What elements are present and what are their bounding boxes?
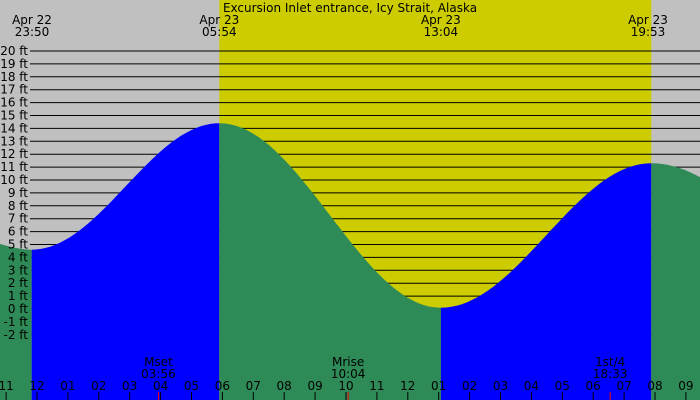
x-axis-labels: 11 12 01 02 03 04 05 06 07 08 09 10 11 12 01 02 03 04 05 06… bbox=[0, 379, 694, 400]
y-tick-label: 6 ft bbox=[8, 225, 28, 239]
hour-label: 06 bbox=[586, 379, 601, 393]
falling-tide-segment bbox=[0, 243, 32, 400]
hour-label: 07 bbox=[246, 379, 261, 393]
hour-label: 11 bbox=[0, 379, 14, 393]
hour-label: 01 bbox=[60, 379, 75, 393]
y-tick-label: 17 ft bbox=[0, 83, 28, 97]
y-tick-label: 11 ft bbox=[0, 160, 28, 174]
hour-label: 10 bbox=[338, 379, 353, 393]
y-tick-label: 14 ft bbox=[0, 121, 28, 135]
falling-tide-segment bbox=[651, 163, 700, 400]
y-tick-label: 0 ft bbox=[8, 302, 28, 316]
hour-label: 12 bbox=[400, 379, 415, 393]
y-tick-label: 12 ft bbox=[0, 147, 28, 161]
y-tick-label: 4 ft bbox=[8, 250, 28, 264]
y-tick-label: 8 ft bbox=[8, 199, 28, 213]
event-time-label: 05:54 bbox=[202, 25, 237, 39]
moon-event-time: 18:33 bbox=[593, 367, 628, 381]
event-date-label: Apr 22 bbox=[12, 13, 52, 27]
event-time-label: 13:04 bbox=[424, 25, 459, 39]
hour-label: 03 bbox=[122, 379, 137, 393]
hour-label: 05 bbox=[184, 379, 199, 393]
rising-tide-segment bbox=[31, 123, 220, 400]
y-tick-label: 3 ft bbox=[8, 263, 28, 277]
hour-label: 09 bbox=[307, 379, 322, 393]
hour-label: 04 bbox=[153, 379, 168, 393]
y-tick-label: 7 ft bbox=[8, 212, 28, 226]
hour-label: 03 bbox=[493, 379, 508, 393]
hour-label: 02 bbox=[462, 379, 477, 393]
hour-label: 04 bbox=[524, 379, 539, 393]
y-axis-labels: -2 ft-1 ft0 ft1 ft2 ft3 ft4 ft5 ft6 ft7 … bbox=[0, 44, 28, 342]
y-tick-label: 16 ft bbox=[0, 96, 28, 110]
y-tick-label: 2 ft bbox=[8, 276, 28, 290]
y-tick-label: 19 ft bbox=[0, 57, 28, 71]
y-tick-label: -1 ft bbox=[4, 315, 29, 329]
hour-label: 02 bbox=[91, 379, 106, 393]
falling-tide-segment bbox=[219, 123, 441, 400]
y-tick-label: 1 ft bbox=[8, 289, 28, 303]
hour-label: 08 bbox=[277, 379, 292, 393]
moon-event-time: 10:04 bbox=[331, 367, 366, 381]
event-date-label: Apr 23 bbox=[199, 13, 239, 27]
hour-label: 05 bbox=[555, 379, 570, 393]
moon-event-label: Mset bbox=[144, 355, 173, 369]
tide-curve bbox=[0, 123, 700, 400]
hour-label: 06 bbox=[215, 379, 230, 393]
chart-title: Excursion Inlet entrance, Icy Strait, Al… bbox=[223, 1, 477, 15]
event-time-label: 19:53 bbox=[631, 25, 666, 39]
hour-label: 01 bbox=[431, 379, 446, 393]
rising-tide-segment bbox=[440, 163, 652, 400]
hour-label: 07 bbox=[616, 379, 631, 393]
moon-event-label: Mrise bbox=[332, 355, 364, 369]
y-tick-label: -2 ft bbox=[4, 328, 29, 342]
event-date-label: Apr 23 bbox=[628, 13, 668, 27]
moon-event-label: 1st/4 bbox=[595, 355, 625, 369]
y-tick-label: 18 ft bbox=[0, 70, 28, 84]
y-tick-label: 9 ft bbox=[8, 186, 28, 200]
moon-event-time: 03:56 bbox=[141, 367, 176, 381]
y-tick-label: 15 ft bbox=[0, 109, 28, 123]
event-date-label: Apr 23 bbox=[421, 13, 461, 27]
y-tick-label: 20 ft bbox=[0, 44, 28, 58]
event-time-label: 23:50 bbox=[15, 25, 50, 39]
hour-label: 09 bbox=[678, 379, 693, 393]
y-tick-label: 13 ft bbox=[0, 134, 28, 148]
hour-label: 12 bbox=[29, 379, 44, 393]
y-tick-label: 10 ft bbox=[0, 173, 28, 187]
hour-label: 08 bbox=[647, 379, 662, 393]
y-tick-label: 5 ft bbox=[8, 238, 28, 252]
hour-label: 11 bbox=[369, 379, 384, 393]
